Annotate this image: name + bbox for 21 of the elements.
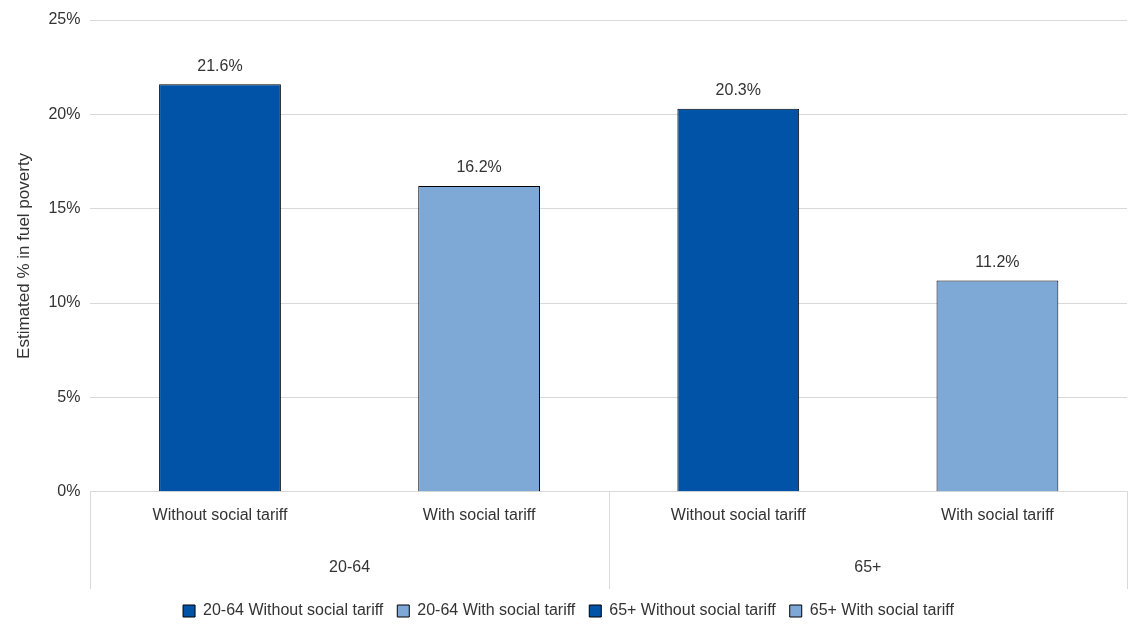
- legend-label: 20-64 With social tariff: [417, 601, 576, 619]
- data-label: 20.3%: [715, 81, 761, 99]
- text: 20-64: [329, 558, 371, 576]
- x-tick-label: With social tariff: [941, 505, 1055, 523]
- y-tick-label: 10%: [48, 293, 81, 311]
- y-axis-title: Estimated % in fuel poverty: [13, 152, 33, 359]
- y-tick-label: 5%: [57, 387, 81, 405]
- x-tick-label: Without social tariff: [670, 505, 807, 523]
- x-tick-label: With social tariff: [422, 505, 537, 523]
- legend-label: 20-64 Without social tariff: [203, 601, 384, 619]
- text: 65+: [854, 558, 882, 576]
- y-tick-label: 20%: [48, 104, 81, 122]
- legend-label: 65+ With social tariff: [809, 601, 955, 619]
- y-tick-label: 15%: [48, 199, 81, 217]
- data-label: 16.2%: [456, 158, 502, 176]
- y-tick-label: 0%: [57, 482, 81, 500]
- data-label: 11.2%: [975, 252, 1020, 270]
- legend-label: 65+ Without social tariff: [609, 601, 777, 619]
- y-tick-label: 25%: [48, 10, 81, 28]
- x-tick-label: Without social tariff: [152, 505, 288, 523]
- data-label: 21.6%: [197, 56, 243, 74]
